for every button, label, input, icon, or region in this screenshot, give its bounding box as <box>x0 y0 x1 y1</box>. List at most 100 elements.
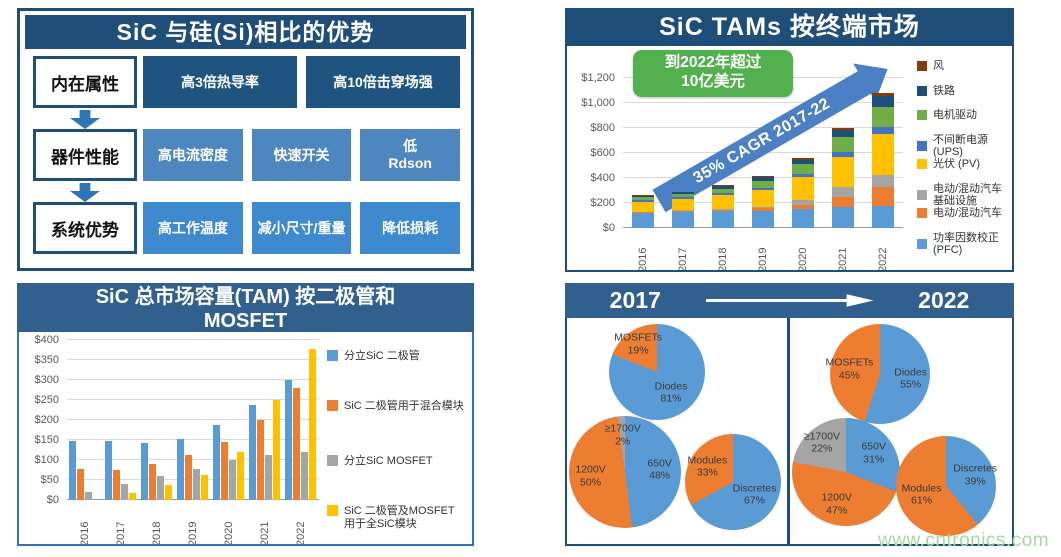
advantages-row: 系统优势 高工作温度 减小尺寸/重量 降低损耗 <box>27 202 464 254</box>
x-axis-labels: 2016 2017 2018 2019 2020 2021 2022 <box>67 504 319 544</box>
x-axis-tick-label: 2017 <box>677 247 689 272</box>
bar-2018 <box>165 484 172 500</box>
segment-2018 <box>712 188 734 194</box>
y-axis-tick-label: $300 <box>34 374 59 386</box>
bar-group-2018 <box>139 340 175 500</box>
x-axis-tick-label: 2022 <box>295 521 307 546</box>
segment-2017 <box>672 192 694 195</box>
pie-slice-pct: 45% <box>838 369 860 382</box>
advantages-row: 器件性能 高电流密度 快速开关低 Rdson <box>27 129 464 202</box>
pie-chart-device <box>830 324 930 424</box>
y-axis-tick-label: $200 <box>590 197 615 209</box>
pie-slice-label-Discretes: Discretes 67% <box>733 482 777 507</box>
legend-swatch <box>917 61 927 72</box>
bar-2020 <box>213 425 220 500</box>
chart-legend: 分立SiC 二极管 SiC 二极管用于混合模块 分立SiC MOSFET SiC 二极… <box>327 332 472 542</box>
legend-label: 功率因数校正 (PFC) <box>933 231 999 257</box>
category-box: 器件性能 <box>33 129 137 181</box>
legend-label: SiC 二极管及MOSFET 用于全SiC模块 <box>344 505 455 530</box>
segment-2021 <box>832 151 854 157</box>
segment-2017 <box>672 199 694 211</box>
pie-slice-pct: 31% <box>863 453 885 466</box>
pies-2017-panel: Diodes 81% MOSFETs 19% 650V 48% 1200V 50% ≥1700V… <box>565 318 788 546</box>
segment-2021 <box>832 207 854 228</box>
segment-2016 <box>632 195 654 198</box>
legend-item: 光伏 (PV) <box>917 158 980 171</box>
callout-over-1b: 到2022年超过 10亿美元 <box>633 50 793 97</box>
segment-2019 <box>752 208 774 211</box>
callout-line2: 10亿美元 <box>681 73 745 91</box>
year-left-label: 2017 <box>609 287 661 313</box>
pie-slice-label-MOSFETs: MOSFETs 19% <box>614 332 662 357</box>
pie-slice-pct: 48% <box>649 469 671 482</box>
legend-item: 电动/混动汽车 <box>917 207 1002 220</box>
legend-label: 光伏 (PV) <box>933 158 981 170</box>
segment-2017 <box>672 191 694 193</box>
bar-2018 <box>149 464 156 500</box>
panel-tam-by-end-market: SiC TAMs 按终端市场 35% CAGR 2017-22 到2022年超过… <box>565 8 1014 272</box>
segment-2020 <box>792 159 814 165</box>
chart-legend: 风铁路 电机驱动 不间断电源 (UPS) 光伏 (PV) 电动/混动汽车基础设施 电动/混… <box>917 60 1012 260</box>
bar-2017 <box>105 440 112 500</box>
segment-2021 <box>832 156 854 188</box>
legend-label: 不间断电源 (UPS) <box>933 133 988 159</box>
panel-2017-vs-2022-split: 2017 2022 Diodes 81% MOSFETs 19% 650V 48% 1200… <box>565 283 1014 546</box>
pie-slice-label-650V: 650V 31% <box>861 441 886 466</box>
pie-slice-name: Diodes <box>654 380 688 393</box>
segment-2018 <box>712 209 734 212</box>
gridline <box>67 419 319 420</box>
pie-slice-label-1200V: 1200V 47% <box>821 492 851 517</box>
segment-2016 <box>632 212 654 213</box>
legend-item: 电机驱动 <box>917 109 977 122</box>
y-axis-tick-label: $350 <box>34 354 59 366</box>
pie-slice-pct: 39% <box>964 475 986 488</box>
bar-2016 <box>85 492 92 500</box>
stacked-bar-2018 <box>712 185 734 228</box>
legend-swatch <box>917 141 927 152</box>
segment-2022 <box>872 95 894 108</box>
stacked-bar-plot <box>623 77 903 228</box>
bar-2019 <box>193 468 200 500</box>
pie-package-2017: Discretes 67% Modules 33% <box>685 434 781 530</box>
x-axis-tick-label: 2019 <box>757 247 769 272</box>
gridline <box>623 102 903 103</box>
pie-slice-label-1200V: 1200V 50% <box>575 464 605 489</box>
bar-slot-2022 <box>863 78 903 228</box>
bar-slot-2020 <box>783 78 823 228</box>
y-axis-tick-label: $400 <box>34 334 59 346</box>
pie-slice-label-Discretes: Discretes 39% <box>953 463 997 488</box>
y-axis-tick-label: $50 <box>40 474 59 486</box>
pie-slice-name: ≥1700V <box>604 422 641 435</box>
pie-slice-pct: 2% <box>615 435 631 448</box>
segment-2020 <box>792 199 814 205</box>
pie-slice-pct: 33% <box>696 466 718 479</box>
segment-2017 <box>672 197 694 200</box>
legend-label: 电动/混动汽车基础设施 <box>933 182 1003 208</box>
advantage-box: 低 Rdson <box>360 129 461 181</box>
advantage-box: 高3倍热导率 <box>143 56 297 108</box>
pie-slice-pct: 19% <box>627 344 649 357</box>
pie-slice-name: 1200V <box>575 463 606 476</box>
tam-by-market-title: SiC TAMs 按终端市场 <box>565 8 1014 46</box>
legend-label: 分立SiC 二极管 <box>344 350 420 362</box>
bar-slot-2017 <box>663 78 703 228</box>
pie-chart-package <box>685 434 781 530</box>
y-axis-tick-label: $1,000 <box>581 97 615 109</box>
segment-2019 <box>752 181 774 188</box>
pie-slice-name: 650V <box>861 440 886 453</box>
advantages-items: 高电流密度 快速开关低 Rdson <box>143 129 464 181</box>
x-axis-tick-label: 2021 <box>259 521 271 546</box>
x-axis-labels: 2016 2017 2018 2019 2020 2021 2022 <box>623 232 903 270</box>
advantages-category-column: 内在属性 <box>27 56 143 129</box>
gridline <box>67 439 319 440</box>
pie-slice-label-650V: 650V 48% <box>647 457 672 482</box>
x-axis-tick-label: 2022 <box>877 247 889 272</box>
tam-by-device-title-line2: MOSFET <box>203 309 288 332</box>
segment-2022 <box>872 93 894 96</box>
x-axis-tick-label: 2020 <box>797 247 809 272</box>
bar-2018 <box>157 476 164 500</box>
pie-chart-package <box>896 436 996 536</box>
y-axis-tick-label: $600 <box>590 147 615 159</box>
pie-slice-pct: 55% <box>900 378 922 391</box>
legend-label: SiC 二极管用于混合模块 <box>344 400 464 412</box>
